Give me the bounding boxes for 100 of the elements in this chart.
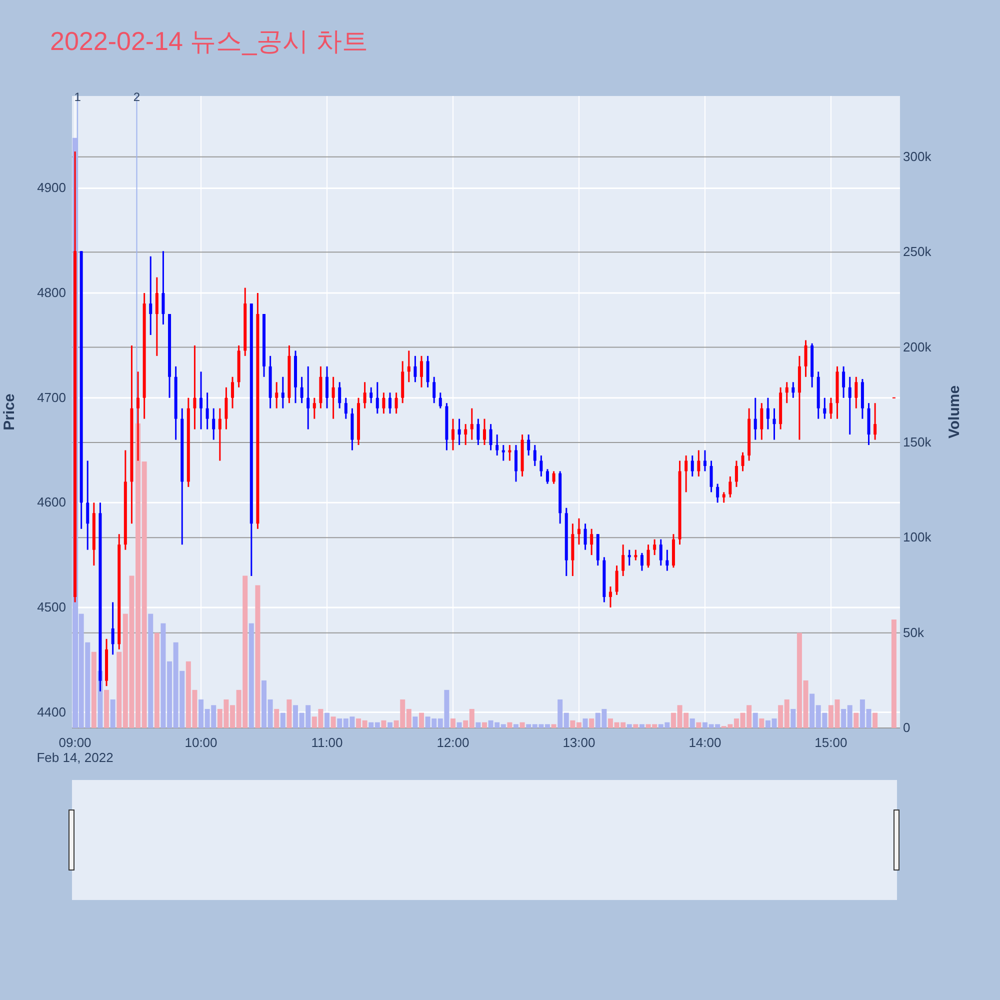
candlestick <box>370 386 373 404</box>
candlestick <box>608 586 612 608</box>
candlestick <box>482 418 486 446</box>
bar <box>148 614 154 728</box>
text: Feb 14, 2022 <box>36 750 114 765</box>
annotation: 2 <box>133 90 140 104</box>
candlestick <box>464 423 468 446</box>
candlestick <box>540 454 543 478</box>
candlestick <box>206 392 209 430</box>
bar <box>387 722 392 728</box>
candlestick <box>155 276 158 357</box>
bar <box>110 699 116 728</box>
candlestick <box>527 434 530 456</box>
candlestick <box>577 518 580 546</box>
x-tick-label: 10:00 <box>184 735 218 750</box>
candlestick <box>281 376 284 410</box>
candlestick <box>584 522 587 551</box>
bar <box>696 722 702 728</box>
candlestick <box>432 376 436 404</box>
annotation: 1 <box>74 90 82 104</box>
candlestick <box>854 376 858 410</box>
candlestick <box>332 376 335 420</box>
candlestick <box>86 460 90 551</box>
bar <box>482 722 487 728</box>
candlestick <box>426 355 430 388</box>
x-tick-label: 09:00 <box>58 735 92 750</box>
candlestick <box>338 381 342 410</box>
candlestick <box>590 528 594 556</box>
candlestick <box>684 454 688 493</box>
candlestick <box>766 397 770 430</box>
candlestick <box>200 370 203 430</box>
bar <box>582 718 588 728</box>
candlestick <box>136 370 140 462</box>
candlestick <box>772 408 776 441</box>
candlestick <box>734 460 738 488</box>
y2-tick-label: 250k <box>903 244 932 260</box>
bar <box>752 712 758 728</box>
candlestick <box>508 444 512 462</box>
x-tick-label: 13:00 <box>562 735 596 750</box>
candlestick <box>760 402 764 441</box>
candlestick <box>615 564 618 596</box>
y2-tick-label: 0 <box>903 720 910 735</box>
candlestick <box>382 392 386 414</box>
candlestick <box>653 538 656 556</box>
candlestick <box>874 402 877 441</box>
x-tick-label: 12:00 <box>436 735 470 750</box>
candlestick <box>552 470 556 485</box>
bar <box>280 712 286 728</box>
bar <box>324 712 330 728</box>
candlestick <box>193 344 196 430</box>
candlestick <box>212 408 216 441</box>
candlestick <box>363 381 366 410</box>
bar <box>154 632 160 728</box>
candlestick <box>792 381 795 399</box>
candlestick <box>224 386 228 430</box>
candlestick <box>666 549 669 572</box>
y2-tick-label: 100k <box>903 530 932 545</box>
bar <box>91 652 96 728</box>
y2-axis-title: Volume <box>946 385 963 439</box>
candlestick <box>231 376 234 410</box>
candlestick <box>722 491 726 504</box>
candlestick <box>451 418 454 452</box>
candlestick <box>458 418 461 446</box>
x-tick-label: 14:00 <box>688 735 722 750</box>
candlestick <box>470 408 474 441</box>
candlestick <box>622 544 625 577</box>
candlestick <box>754 397 757 441</box>
y-tick-label: 4400 <box>37 704 66 720</box>
candlestick <box>300 376 304 404</box>
candlestick <box>646 544 650 568</box>
candlestick <box>741 452 744 472</box>
bar <box>854 712 859 728</box>
candlestick <box>388 392 392 414</box>
y-axis-title: Price <box>1 394 18 430</box>
candlestick <box>306 366 310 430</box>
candlestick <box>111 601 114 656</box>
candlestick <box>823 397 826 420</box>
y2-tick-label: 50k <box>903 624 924 640</box>
candlestick <box>394 392 398 414</box>
y2-tick-label: 150k <box>903 434 932 450</box>
bar <box>255 585 260 728</box>
bar <box>790 708 796 728</box>
candlestick <box>326 366 328 410</box>
candlestick <box>728 476 732 498</box>
candlestick <box>710 460 713 493</box>
candlestick <box>628 549 631 566</box>
bar <box>589 718 594 728</box>
candlestick <box>533 444 536 467</box>
candlestick <box>489 423 492 452</box>
bar <box>476 722 481 728</box>
candlestick <box>312 397 316 420</box>
bar <box>418 712 424 728</box>
bar <box>633 724 638 728</box>
bar <box>872 712 878 728</box>
candlestick <box>275 381 278 410</box>
bar <box>507 722 512 728</box>
candlestick <box>162 250 165 326</box>
bar <box>450 718 456 728</box>
candlestick <box>476 418 480 446</box>
y-tick-label: 4900 <box>37 180 66 196</box>
